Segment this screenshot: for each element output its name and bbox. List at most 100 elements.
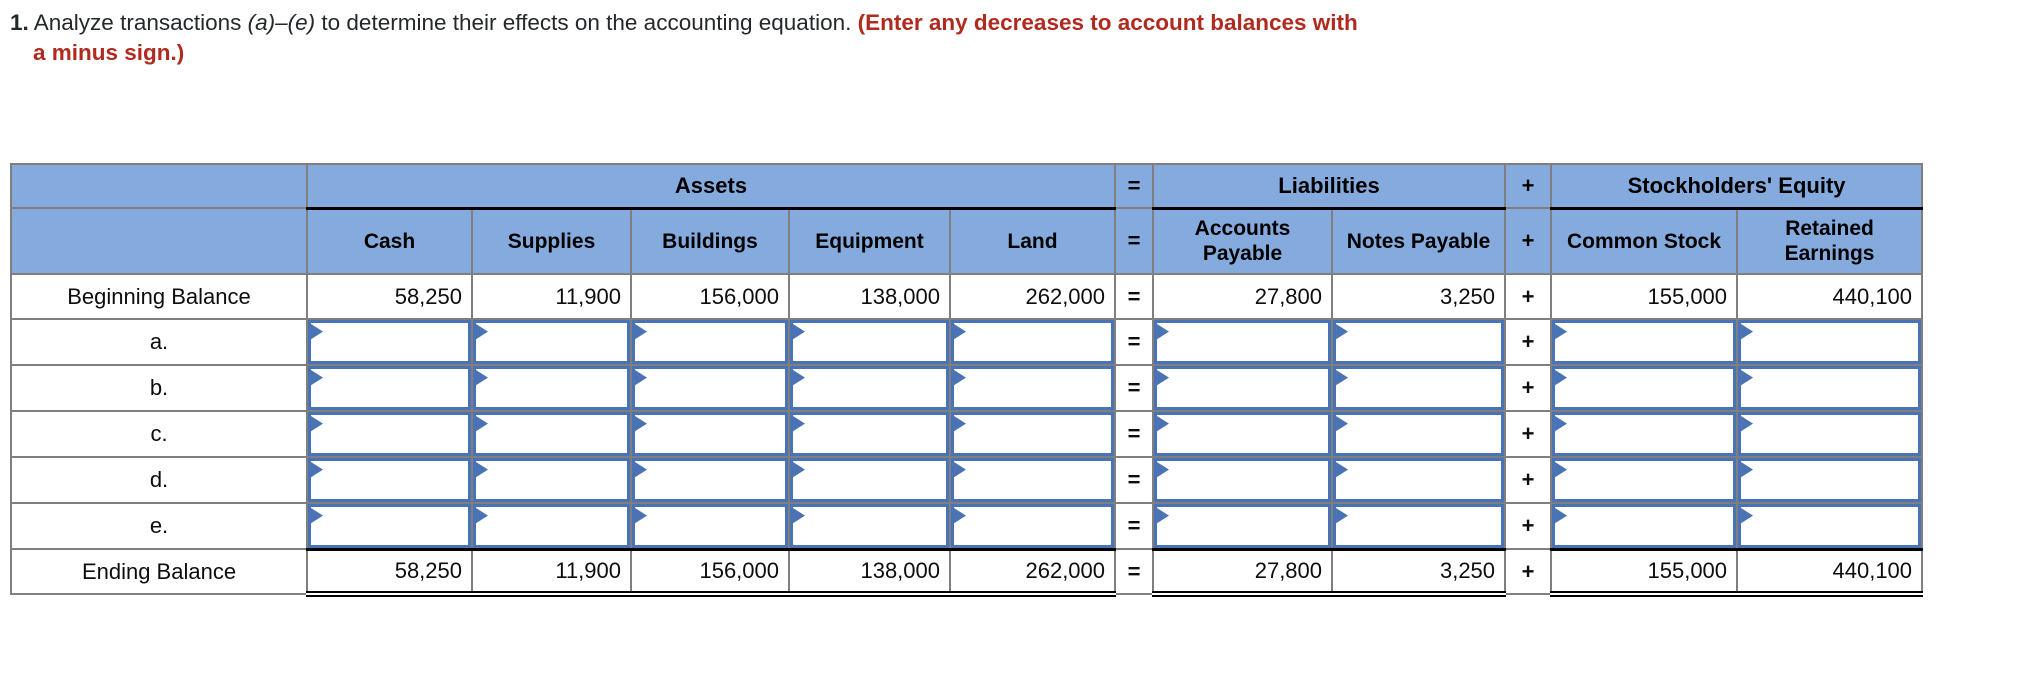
amount-input-box[interactable]	[1155, 413, 1331, 455]
input-cell-b-common-stock[interactable]	[1550, 364, 1739, 412]
input-cell-c-land[interactable]	[948, 410, 1117, 458]
amount-input-box[interactable]	[952, 367, 1114, 409]
amount-input-box[interactable]	[952, 321, 1114, 363]
amount-input-box[interactable]	[791, 413, 948, 455]
input-cell-b-accounts-payable[interactable]	[1152, 364, 1334, 412]
input-cell-a-equipment[interactable]	[788, 318, 951, 366]
input-cell-d-equipment[interactable]	[788, 456, 951, 504]
input-cell-c-common-stock[interactable]	[1550, 410, 1739, 458]
input-cell-a-notes-payable[interactable]	[1331, 318, 1507, 366]
cell-marker-icon	[635, 370, 647, 386]
amount-input-box[interactable]	[1155, 367, 1331, 409]
instruction-red-text: (Enter any decreases to account balances…	[857, 10, 1358, 35]
amount-input-box[interactable]	[791, 505, 948, 547]
amount-input-box[interactable]	[1739, 505, 1921, 547]
amount-input-box[interactable]	[1334, 413, 1504, 455]
input-cell-d-accounts-payable[interactable]	[1152, 456, 1334, 504]
amount-input-box[interactable]	[1739, 459, 1921, 501]
liabilities-group-header: Liabilities	[1152, 163, 1507, 210]
input-cell-c-notes-payable[interactable]	[1331, 410, 1507, 458]
amount-input-box[interactable]	[1334, 321, 1504, 363]
amount-input-box[interactable]	[633, 505, 787, 547]
input-cell-e-equipment[interactable]	[788, 502, 951, 550]
input-cell-d-land[interactable]	[948, 456, 1117, 504]
input-cell-a-buildings[interactable]	[630, 318, 790, 366]
input-cell-b-land[interactable]	[948, 364, 1117, 412]
input-cell-c-supplies[interactable]	[471, 410, 632, 458]
amount-input-box[interactable]	[791, 459, 948, 501]
input-cell-e-cash[interactable]	[306, 502, 473, 550]
amount-input-box[interactable]	[633, 321, 787, 363]
input-cell-c-equipment[interactable]	[788, 410, 951, 458]
amount-input-box[interactable]	[1334, 459, 1504, 501]
input-cell-b-retained-earnings[interactable]	[1736, 364, 1924, 412]
input-cell-d-supplies[interactable]	[471, 456, 632, 504]
amount-input-box[interactable]	[1739, 367, 1921, 409]
input-cell-d-notes-payable[interactable]	[1331, 456, 1507, 504]
input-cell-e-common-stock[interactable]	[1550, 502, 1739, 550]
plus-operator-cell: +	[1504, 273, 1553, 320]
input-cell-e-buildings[interactable]	[630, 502, 790, 550]
amount-input-box[interactable]	[1334, 367, 1504, 409]
input-cell-d-common-stock[interactable]	[1550, 456, 1739, 504]
input-cell-a-common-stock[interactable]	[1550, 318, 1739, 366]
input-cell-a-supplies[interactable]	[471, 318, 632, 366]
input-cell-b-cash[interactable]	[306, 364, 473, 412]
amount-input-box[interactable]	[1553, 413, 1736, 455]
amount-input-box[interactable]	[1155, 505, 1331, 547]
amount-input-box[interactable]	[1155, 321, 1331, 363]
input-cell-e-accounts-payable[interactable]	[1152, 502, 1334, 550]
amount-input-box[interactable]	[952, 413, 1114, 455]
column-header-land: Land	[948, 207, 1117, 275]
input-cell-a-retained-earnings[interactable]	[1736, 318, 1924, 366]
amount-input-box[interactable]	[474, 321, 629, 363]
input-cell-b-equipment[interactable]	[788, 364, 951, 412]
input-cell-e-supplies[interactable]	[471, 502, 632, 550]
amount-input-box[interactable]	[952, 505, 1114, 547]
amount-input-box[interactable]	[952, 459, 1114, 501]
amount-input-box[interactable]	[791, 321, 948, 363]
amount-input-box[interactable]	[1553, 459, 1736, 501]
input-cell-c-retained-earnings[interactable]	[1736, 410, 1924, 458]
amount-input-box[interactable]	[474, 413, 629, 455]
amount-input-box[interactable]	[633, 367, 787, 409]
row-label-d: d.	[10, 456, 308, 504]
input-cell-a-accounts-payable[interactable]	[1152, 318, 1334, 366]
input-cell-b-buildings[interactable]	[630, 364, 790, 412]
input-cell-e-retained-earnings[interactable]	[1736, 502, 1924, 550]
amount-input-box[interactable]	[1553, 505, 1736, 547]
input-cell-b-supplies[interactable]	[471, 364, 632, 412]
amount-input-box[interactable]	[1553, 321, 1736, 363]
amount-input-box[interactable]	[474, 505, 629, 547]
input-cell-e-land[interactable]	[948, 502, 1117, 550]
amount-input-box[interactable]	[309, 367, 470, 409]
amount-input-box[interactable]	[309, 321, 470, 363]
cell-marker-icon	[476, 370, 488, 386]
amount-input-box[interactable]	[474, 367, 629, 409]
amount-input-box[interactable]	[1155, 459, 1331, 501]
amount-input-box[interactable]	[309, 459, 470, 501]
input-cell-d-buildings[interactable]	[630, 456, 790, 504]
input-cell-c-accounts-payable[interactable]	[1152, 410, 1334, 458]
input-cell-c-cash[interactable]	[306, 410, 473, 458]
input-cell-a-cash[interactable]	[306, 318, 473, 366]
input-cell-c-buildings[interactable]	[630, 410, 790, 458]
input-cell-b-notes-payable[interactable]	[1331, 364, 1507, 412]
amount-input-box[interactable]	[1334, 505, 1504, 547]
amount-input-box[interactable]	[309, 413, 470, 455]
amount-input-box[interactable]	[1739, 321, 1921, 363]
amount-input-box[interactable]	[1739, 413, 1921, 455]
amount-input-box[interactable]	[633, 413, 787, 455]
amount-input-box[interactable]	[1553, 367, 1736, 409]
input-cell-e-notes-payable[interactable]	[1331, 502, 1507, 550]
cell-marker-icon	[1741, 324, 1754, 340]
amount-input-box[interactable]	[791, 367, 948, 409]
input-cell-d-cash[interactable]	[306, 456, 473, 504]
amount-input-box[interactable]	[474, 459, 629, 501]
input-cell-d-retained-earnings[interactable]	[1736, 456, 1924, 504]
amount-input-box[interactable]	[309, 505, 470, 547]
amount-input-box[interactable]	[633, 459, 787, 501]
cell-marker-icon	[954, 462, 966, 478]
input-cell-a-land[interactable]	[948, 318, 1117, 366]
cell-marker-icon	[311, 370, 323, 386]
